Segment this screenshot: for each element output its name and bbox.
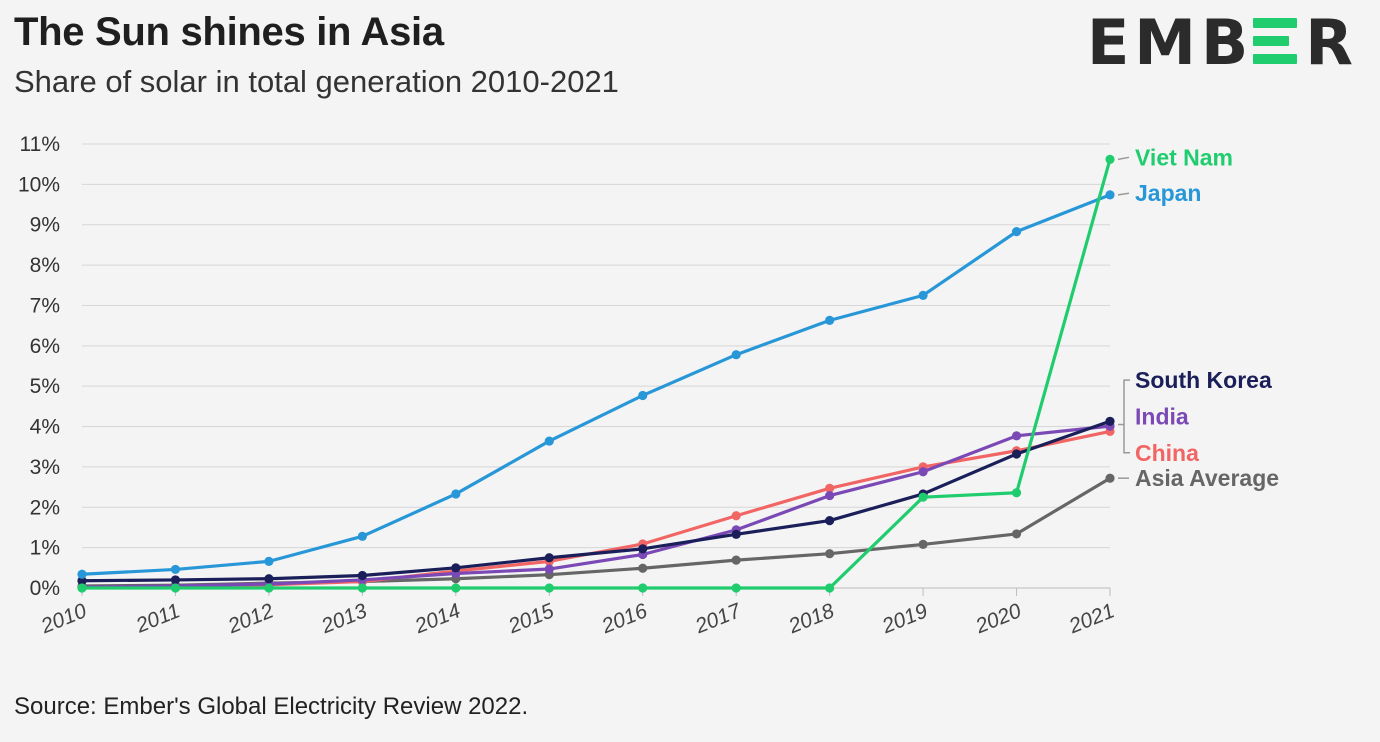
x-axis-ticks: 2010 2011 2012 2013 2014 2015 2016 2017 2018 2019… (37, 588, 1118, 639)
x-tick-label: 2015 (504, 599, 557, 638)
y-tick-label: 10% (18, 173, 60, 196)
data-point-india (825, 490, 835, 501)
y-tick-label: 3% (30, 456, 60, 479)
x-tick-label: 2010 (37, 599, 90, 638)
y-tick-label: 9% (30, 214, 60, 237)
data-point-viet-nam (1011, 488, 1022, 498)
x-tick-label: 2013 (317, 599, 370, 638)
x-tick-label: 2020 (972, 599, 1025, 638)
series-line-south-korea (81, 419, 1111, 583)
series-lines (77, 154, 1115, 593)
x-tick-label: 2011 (132, 599, 183, 638)
data-point-south-korea (1011, 449, 1022, 459)
data-point-japan (1105, 190, 1115, 200)
data-point-asia-average (1011, 529, 1022, 539)
chart-subtitle: Share of solar in total generation 2010-… (14, 64, 619, 99)
x-tick-label: 2018 (785, 599, 838, 638)
data-point-japan (451, 489, 461, 499)
end-label-japan: Japan (1135, 180, 1201, 206)
x-tick-label: 2019 (878, 599, 931, 638)
logo-text-right: R (1305, 6, 1358, 79)
data-point-japan (264, 556, 274, 566)
data-point-south-korea (638, 544, 648, 554)
label-bracket (1123, 379, 1130, 454)
data-point-south-korea (1105, 416, 1115, 426)
data-point-asia-average (918, 539, 928, 550)
data-point-india (918, 467, 928, 477)
data-point-south-korea (825, 515, 835, 526)
y-tick-label: 5% (30, 375, 60, 398)
series-line-japan (81, 193, 1111, 576)
data-point-south-korea (264, 574, 274, 584)
logo-text-left: EMB (1086, 6, 1254, 79)
y-tick-label: 8% (30, 254, 60, 277)
source-note: Source: Ember's Global Electricity Revie… (14, 693, 529, 720)
ember-logo: EMB R (1087, 6, 1358, 79)
data-point-japan (77, 569, 87, 579)
data-point-south-korea (451, 563, 461, 573)
x-tick-label: 2021 (1065, 599, 1118, 638)
series-line-india (81, 424, 1111, 589)
end-label-china: China (1135, 440, 1199, 466)
data-point-japan (825, 315, 835, 325)
data-point-japan (918, 290, 928, 300)
end-label-viet-nam: Viet Nam (1135, 144, 1233, 170)
data-point-japan (731, 350, 741, 360)
data-point-asia-average (638, 563, 648, 573)
data-point-viet-nam (1105, 154, 1115, 164)
data-point-china (825, 483, 835, 493)
y-tick-label: 0% (30, 577, 60, 600)
data-point-viet-nam (77, 583, 87, 593)
data-point-viet-nam (918, 492, 928, 502)
data-point-japan (357, 531, 367, 541)
data-point-south-korea (731, 529, 741, 539)
data-point-south-korea (77, 576, 87, 586)
data-point-china (731, 511, 741, 521)
data-point-viet-nam (544, 583, 554, 593)
data-point-japan (170, 564, 181, 575)
y-tick-label: 7% (30, 294, 60, 317)
data-point-viet-nam (170, 583, 181, 593)
y-tick-label: 11% (20, 133, 60, 156)
connector-viet-nam (1117, 156, 1130, 161)
data-point-south-korea (357, 570, 367, 581)
x-tick-label: 2012 (224, 599, 277, 638)
data-point-japan (638, 390, 648, 401)
data-point-viet-nam (731, 583, 741, 593)
data-point-asia-average (731, 555, 741, 565)
chart-title: The Sun shines in Asia (14, 10, 444, 54)
end-label-india: India (1135, 403, 1189, 429)
data-point-asia-average (825, 549, 835, 559)
x-tick-label: 2017 (691, 599, 745, 639)
data-point-south-korea (544, 553, 554, 563)
y-axis-ticks: 0% 1% 2% 3% 4% 5% 6% 7% 8% 9% 10% 11% (18, 133, 60, 600)
end-label-south-korea: South Korea (1135, 367, 1272, 393)
x-tick-label: 2014 (411, 599, 464, 638)
data-point-japan (544, 436, 554, 446)
logo-e-mark (1253, 16, 1301, 66)
connector-japan (1117, 192, 1130, 196)
y-tick-label: 2% (30, 496, 60, 519)
y-tick-label: 1% (30, 537, 60, 560)
data-point-viet-nam (638, 583, 648, 593)
x-tick-label: 2016 (598, 599, 651, 638)
data-point-viet-nam (357, 583, 367, 593)
data-point-viet-nam (264, 583, 274, 593)
data-point-viet-nam (825, 583, 835, 593)
data-point-viet-nam (451, 583, 461, 593)
series-line-viet-nam (82, 158, 1112, 590)
data-point-india (1011, 431, 1022, 441)
grid-lines (82, 143, 1110, 589)
data-point-japan (1011, 226, 1022, 237)
y-tick-label: 4% (30, 416, 60, 439)
data-point-asia-average (1105, 473, 1115, 483)
end-label-asia-average: Asia Average (1135, 465, 1279, 491)
data-point-south-korea (170, 575, 181, 585)
y-tick-label: 6% (30, 335, 60, 358)
data-point-india (544, 564, 554, 574)
